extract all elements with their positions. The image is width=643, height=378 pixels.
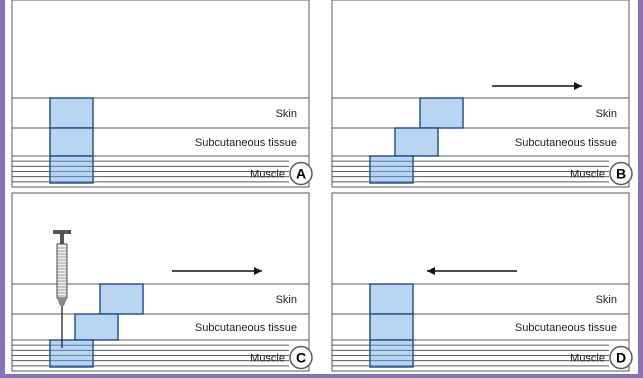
displaced-block-skin <box>369 283 414 315</box>
syringe-plunger-cap <box>53 230 71 234</box>
displaced-block-muscle <box>369 339 414 368</box>
layer-label-muscle: Muscle <box>250 353 285 365</box>
displaced-block-subcutaneous <box>74 313 119 341</box>
displaced-block-muscle <box>369 155 414 184</box>
layer-label-subcutaneous: Subcutaneous tissue <box>515 322 617 334</box>
panel-d: Skin Subcutaneous tissue Muscle D <box>331 192 633 372</box>
panel-letter-circle <box>289 345 313 370</box>
layer-label-muscle: Muscle <box>570 353 605 365</box>
panel-a: Skin Subcutaneous tissue Muscle A <box>11 0 313 188</box>
layer-label-subcutaneous: Subcutaneous tissue <box>195 137 297 149</box>
frame-left-bar <box>0 0 5 378</box>
syringe-hub <box>57 298 67 306</box>
panel-c: Skin Subcutaneous tissue Muscle C <box>11 192 313 372</box>
panel-letter-circle <box>609 161 633 186</box>
direction-arrowhead <box>574 82 582 90</box>
displaced-block-subcutaneous <box>49 127 94 157</box>
displaced-block-skin <box>419 97 464 129</box>
direction-arrowhead <box>427 267 435 275</box>
displaced-block-muscle <box>49 155 94 184</box>
panel-letter: D <box>616 350 626 366</box>
layer-label-muscle: Muscle <box>570 169 605 181</box>
panel-letter-circle <box>289 161 313 186</box>
panel-letter: A <box>296 166 306 182</box>
displaced-block-skin <box>99 283 144 315</box>
frame-bottom-bar <box>0 374 643 378</box>
layer-label-skin: Skin <box>276 294 297 306</box>
panel-b: Skin Subcutaneous tissue Muscle B <box>331 0 633 188</box>
displaced-block-subcutaneous <box>394 127 439 157</box>
panel-letter: C <box>296 350 306 366</box>
layer-label-subcutaneous: Subcutaneous tissue <box>195 322 297 334</box>
layer-label-skin: Skin <box>596 108 617 120</box>
layer-label-muscle: Muscle <box>250 169 285 181</box>
layer-label-skin: Skin <box>596 294 617 306</box>
displaced-block-skin <box>49 97 94 129</box>
direction-arrowhead <box>254 267 262 275</box>
panel-letter-circle <box>609 345 633 370</box>
syringe-icon <box>53 230 71 348</box>
panel-letter: B <box>616 166 626 182</box>
frame-right-bar <box>638 0 643 378</box>
displaced-block-subcutaneous <box>369 313 414 341</box>
displaced-block-muscle <box>49 339 94 368</box>
layer-label-subcutaneous: Subcutaneous tissue <box>515 137 617 149</box>
layer-label-skin: Skin <box>276 108 297 120</box>
syringe-plunger-rod <box>60 234 64 244</box>
